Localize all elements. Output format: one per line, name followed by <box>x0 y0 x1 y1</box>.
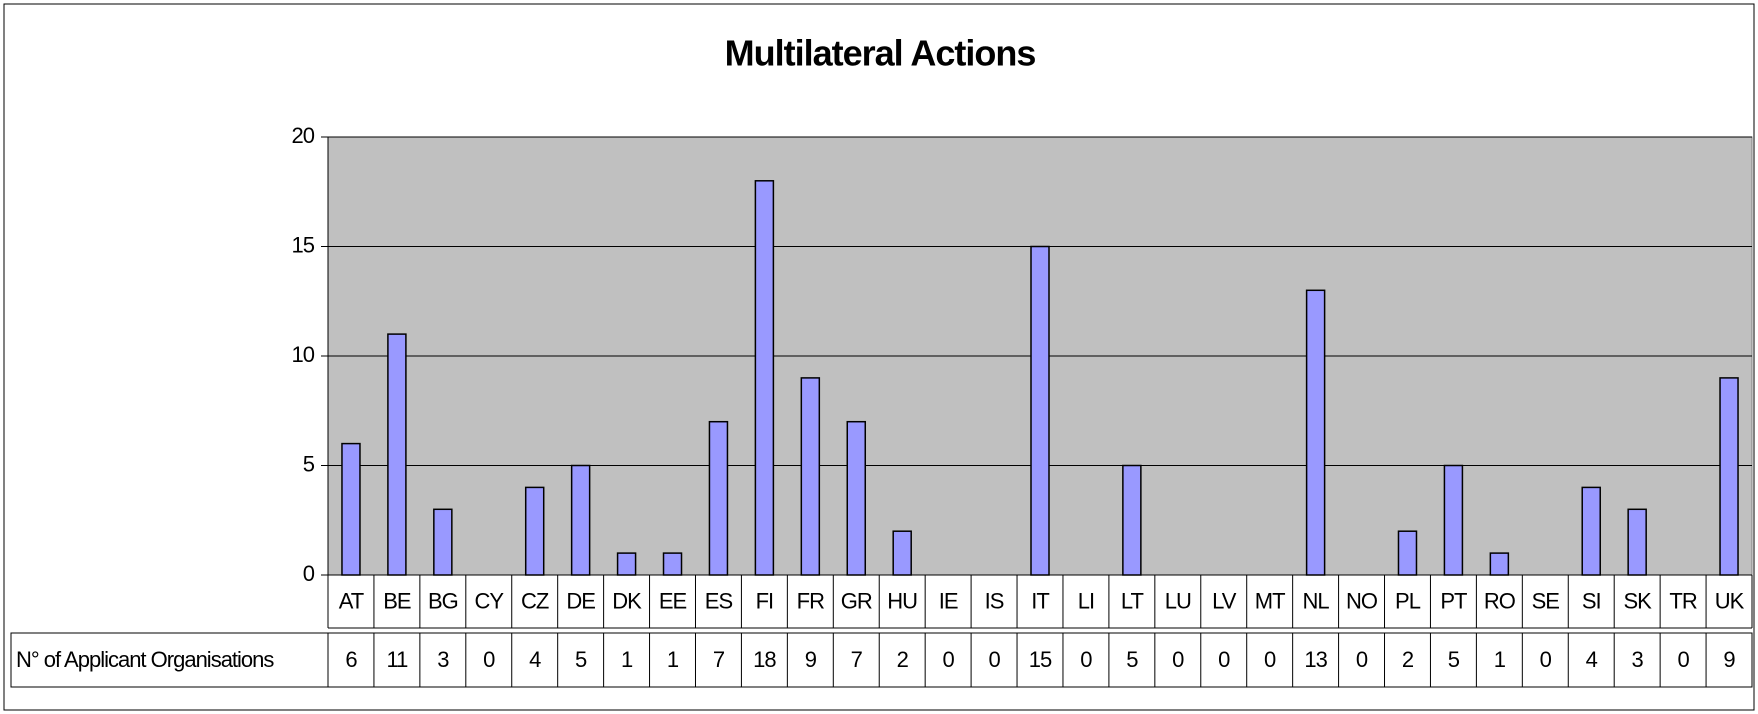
x-tick-label: RO <box>1484 588 1516 613</box>
x-tick-label: ES <box>705 588 733 613</box>
bar <box>1719 377 1739 576</box>
bar <box>1581 486 1601 576</box>
table-value: 1 <box>621 647 633 672</box>
x-tick-label: LT <box>1121 588 1144 613</box>
bar <box>1443 464 1464 576</box>
table-value: 0 <box>1540 647 1552 672</box>
table-value: 0 <box>1218 647 1230 672</box>
bar <box>846 420 867 576</box>
x-tick-label: NL <box>1303 588 1330 613</box>
x-tick-label: CY <box>474 588 504 613</box>
x-tick-label: CZ <box>521 588 549 613</box>
x-tick-label: BG <box>428 588 458 613</box>
table-value: 0 <box>1356 647 1368 672</box>
y-tick-label: 10 <box>292 342 315 367</box>
table-value: 11 <box>386 647 408 672</box>
x-tick-label: DE <box>566 588 595 613</box>
y-tick-label: 5 <box>303 451 315 476</box>
bar <box>1397 530 1418 576</box>
x-tick-label: SE <box>1532 588 1560 613</box>
bar <box>800 377 821 576</box>
table-value: 0 <box>1677 647 1689 672</box>
table-value: 0 <box>1264 647 1276 672</box>
table-value: 1 <box>1494 647 1506 672</box>
y-tick-label: 15 <box>292 232 315 257</box>
table-value: 3 <box>1632 647 1644 672</box>
table-value: 5 <box>575 647 587 672</box>
x-tick-label: IT <box>1031 588 1049 613</box>
x-tick-label: SI <box>1582 588 1601 613</box>
bar <box>433 508 453 576</box>
bar <box>754 180 775 576</box>
table-value: 0 <box>988 647 1000 672</box>
table-value: 15 <box>1029 647 1052 672</box>
chart-title: Multilateral Actions <box>725 33 1036 74</box>
bar <box>892 530 912 576</box>
x-tick-label: LV <box>1212 588 1237 613</box>
bar <box>1489 552 1510 576</box>
x-tick-label: SK <box>1623 588 1652 613</box>
table-value: 5 <box>1126 647 1138 672</box>
x-tick-label: FR <box>797 588 824 613</box>
table-value: 9 <box>805 647 817 672</box>
x-tick-label: MT <box>1255 588 1285 613</box>
x-tick-label: IE <box>939 588 958 613</box>
y-tick-label: 0 <box>303 561 315 586</box>
bar <box>616 552 637 576</box>
x-tick-label: FI <box>756 588 774 613</box>
x-tick-label: HU <box>887 588 917 613</box>
bar <box>341 442 361 576</box>
bar <box>387 333 407 576</box>
table-value: 1 <box>667 647 679 672</box>
table-value: 7 <box>851 647 863 672</box>
bar <box>1305 289 1326 576</box>
table-value: 6 <box>345 647 357 672</box>
x-tick-label: DK <box>612 588 642 613</box>
bar <box>570 464 591 576</box>
table-value: 13 <box>1304 647 1327 672</box>
x-tick-label: PL <box>1395 588 1421 613</box>
x-tick-label: TR <box>1669 588 1696 613</box>
bar <box>662 552 683 576</box>
x-tick-label: LU <box>1165 588 1191 613</box>
bar <box>1030 245 1050 576</box>
bar <box>708 420 729 576</box>
x-tick-label: GR <box>841 588 872 613</box>
x-tick-label: EE <box>659 588 687 613</box>
bar <box>1627 508 1647 576</box>
x-tick-label: NO <box>1346 588 1378 613</box>
table-value: 4 <box>529 647 541 672</box>
y-tick-label: 20 <box>292 123 315 148</box>
table-value: 7 <box>713 647 725 672</box>
table-value: 0 <box>1172 647 1184 672</box>
x-tick-label: IS <box>985 588 1004 613</box>
bar <box>1122 464 1142 576</box>
table-value: 3 <box>437 647 449 672</box>
x-tick-label: BE <box>383 588 411 613</box>
table-value: 4 <box>1586 647 1598 672</box>
table-value: 5 <box>1448 647 1460 672</box>
table-value: 18 <box>753 647 776 672</box>
table-value: 0 <box>943 647 955 672</box>
x-tick-label: UK <box>1715 588 1745 613</box>
x-tick-label: LI <box>1078 588 1094 613</box>
table-value: 9 <box>1723 647 1735 672</box>
x-tick-label: PT <box>1440 588 1467 613</box>
table-value: 2 <box>897 647 909 672</box>
table-value: 0 <box>483 647 495 672</box>
x-tick-label: AT <box>339 588 364 613</box>
table-value: 0 <box>1080 647 1092 672</box>
bar <box>524 486 545 576</box>
table-value: 2 <box>1402 647 1414 672</box>
legend-label: N° of Applicant Organisations <box>16 647 274 672</box>
